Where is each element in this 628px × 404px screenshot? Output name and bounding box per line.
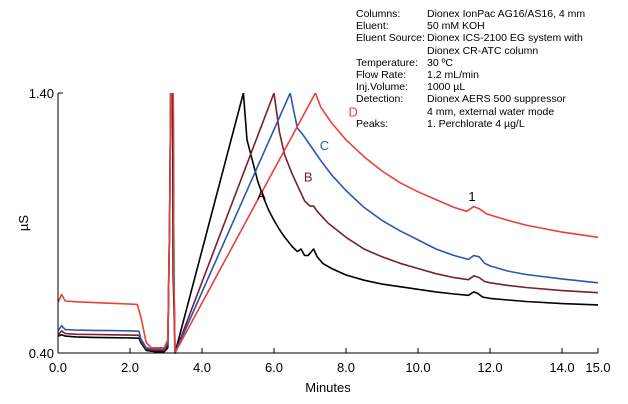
- condition-row: Flow Rate: 1.2 mL/min: [356, 69, 585, 81]
- x-tick-label: 0.0: [49, 360, 67, 375]
- condition-value: 30 ºC: [427, 57, 453, 69]
- x-tick-label: 12.0: [477, 360, 502, 375]
- condition-value-line: 50 mM KOH: [427, 20, 485, 33]
- condition-row: Detection: Dionex AERS 500 suppressor 4 mm…: [356, 93, 585, 117]
- curve-label-c: C: [320, 138, 329, 153]
- condition-row: Eluent: 50 mM KOH: [356, 20, 585, 32]
- condition-value: 50 mM KOH: [427, 20, 485, 32]
- condition-row: Inj.Volume: 1000 µL: [356, 81, 585, 93]
- condition-value-line: 30 ºC: [427, 56, 454, 69]
- condition-value: 1000 µL: [427, 81, 465, 93]
- x-tick-label: 15.0: [585, 360, 610, 375]
- condition-value: Dionex ICS-2100 EG system with Dionex CR-…: [427, 32, 583, 56]
- condition-label: Eluent Source:: [356, 32, 425, 45]
- series-line-d: [58, 93, 599, 354]
- condition-row: Peaks: 1. Perchlorate 4 µg/L: [356, 118, 585, 130]
- condition-row: Columns: Dionex IonPac AG16/AS16, 4 mm: [356, 8, 585, 20]
- condition-value-line: 1. Perchlorate 4 µg/L: [427, 117, 525, 130]
- condition-value-line: 1.2 mL/min: [427, 69, 479, 82]
- condition-value-line: Dionex CR-ATC column: [427, 44, 539, 57]
- condition-label: Peaks:: [356, 117, 389, 130]
- condition-value-line: Dionex IonPac AG16/AS16, 4 mm: [427, 8, 586, 20]
- y-axis-label: µS: [16, 215, 31, 231]
- condition-row: Eluent Source: Dionex ICS-2100 EG system …: [356, 32, 585, 56]
- condition-value: 1. Perchlorate 4 µg/L: [427, 118, 525, 130]
- condition-label: Flow Rate:: [356, 69, 407, 82]
- condition-value: 1.2 mL/min: [427, 69, 479, 81]
- condition-value: Dionex AERS 500 suppressor 4 mm, external…: [427, 93, 566, 117]
- x-tick-label: 10.0: [405, 360, 430, 375]
- x-tick-label: 4.0: [193, 360, 211, 375]
- x-tick-label: 14.0: [549, 360, 574, 375]
- condition-value-line: 4 mm, external water mode: [427, 105, 555, 118]
- condition-label: Detection:: [356, 93, 404, 106]
- condition-value-line: Dionex AERS 500 suppressor: [427, 93, 566, 106]
- condition-value-line: 1000 µL: [427, 81, 466, 94]
- x-tick-label: 8.0: [337, 360, 355, 375]
- condition-label: Eluent:: [356, 20, 389, 33]
- series-line-b: [58, 93, 599, 354]
- x-tick-label: 6.0: [265, 360, 283, 375]
- conditions-panel: Columns: Dionex IonPac AG16/AS16, 4 mm Elu…: [356, 8, 585, 130]
- condition-label: Inj.Volume:: [356, 81, 408, 94]
- condition-value-line: Dionex ICS-2100 EG system with: [427, 32, 583, 45]
- curve-label-b: B: [304, 169, 313, 184]
- peak-label-1: 1: [468, 189, 475, 204]
- x-tick-label: 2.0: [121, 360, 139, 375]
- curve-label-d: D: [349, 104, 358, 119]
- x-axis-label: Minutes: [305, 380, 351, 395]
- curve-label-a: A: [257, 188, 266, 203]
- condition-label: Columns:: [356, 8, 401, 20]
- y-tick-label: 0.40: [29, 346, 54, 361]
- condition-row: Temperature: 30 ºC: [356, 57, 585, 69]
- condition-value: Dionex IonPac AG16/AS16, 4 mm: [427, 8, 585, 20]
- condition-label: Temperature:: [356, 56, 418, 69]
- y-tick-label: 1.40: [29, 86, 54, 101]
- series-line-c: [58, 93, 599, 354]
